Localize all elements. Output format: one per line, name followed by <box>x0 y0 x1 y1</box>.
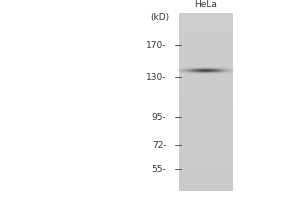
Text: (kD): (kD) <box>150 13 170 22</box>
Text: 95-: 95- <box>152 112 167 121</box>
Text: 55-: 55- <box>152 164 167 173</box>
Text: 72-: 72- <box>152 140 167 149</box>
Text: 130-: 130- <box>146 72 166 82</box>
Text: HeLa: HeLa <box>194 0 217 9</box>
Text: 170-: 170- <box>146 40 166 49</box>
